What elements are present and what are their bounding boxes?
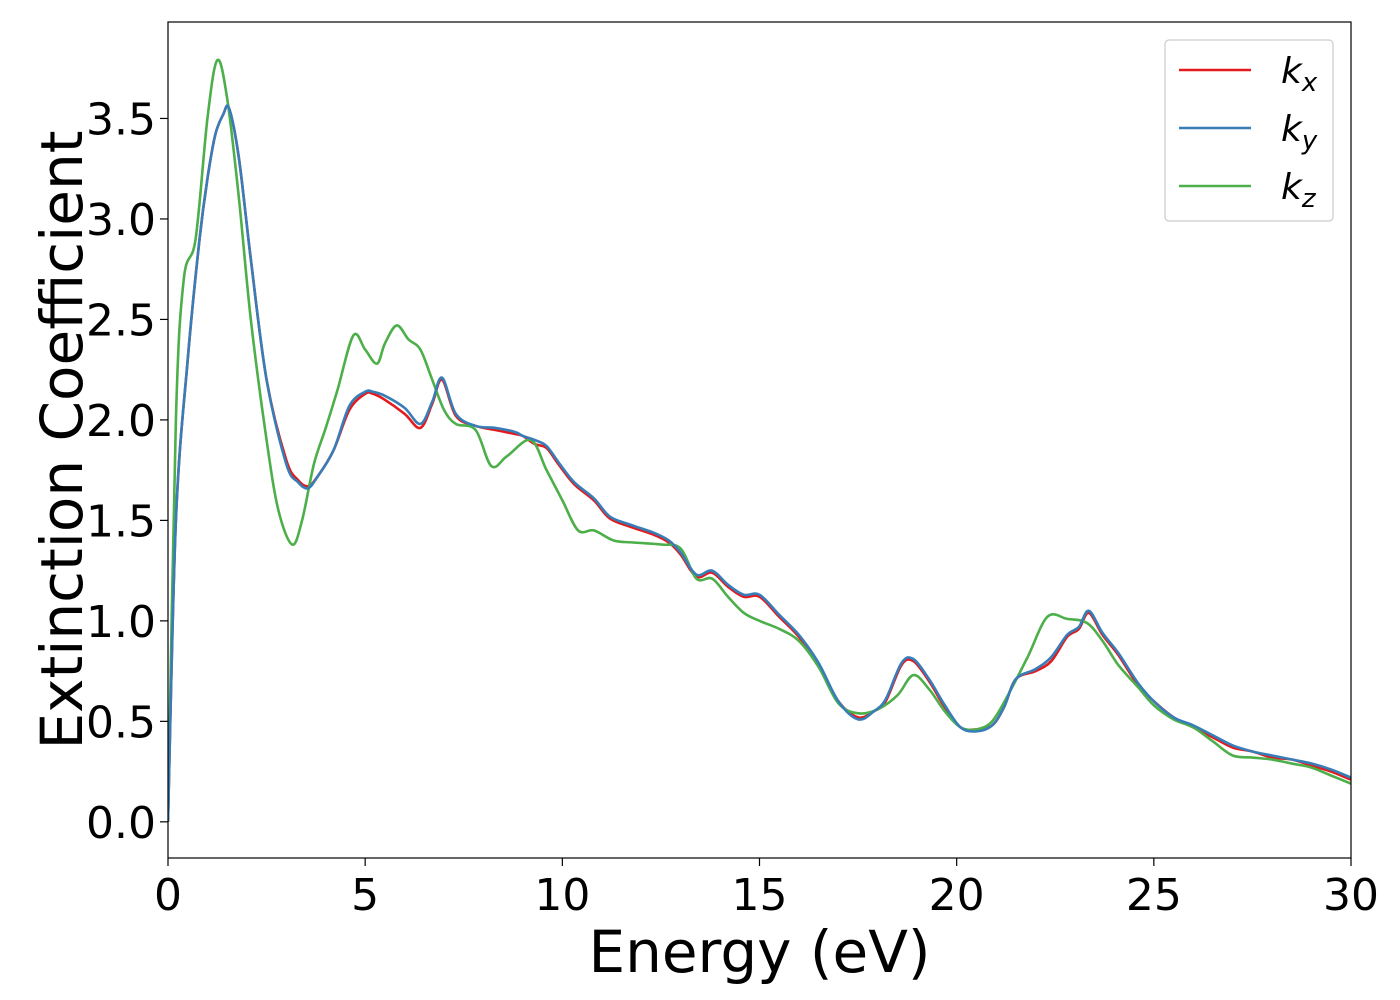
y-tick-label: 1.0 xyxy=(86,597,156,648)
x-tick-label: 20 xyxy=(929,870,985,921)
y-tick-label: 2.5 xyxy=(86,295,156,346)
x-axis: 0 5 10 15 20 25 30 xyxy=(154,858,1379,921)
x-tick-label: 30 xyxy=(1323,870,1379,921)
x-axis-label: Energy (eV) xyxy=(588,918,930,986)
y-tick-label: 2.0 xyxy=(86,396,156,447)
legend-label-main: k xyxy=(1281,167,1304,208)
legend-label-subscript: y xyxy=(1301,126,1318,156)
legend-label-kx: kx xyxy=(1281,51,1318,98)
x-tick-label: 10 xyxy=(534,870,590,921)
plot-lines xyxy=(168,58,1351,822)
legend-label-kz: kz xyxy=(1281,167,1317,214)
series-line-kz xyxy=(168,58,1351,822)
x-tick-label: 5 xyxy=(351,870,379,921)
y-axis-label: Extinction Coefficient xyxy=(28,131,96,750)
y-tick-label: 0.0 xyxy=(86,798,156,849)
legend-box xyxy=(1164,39,1334,222)
legend-label-ky: ky xyxy=(1281,109,1318,156)
legend-label-subscript: x xyxy=(1301,68,1318,98)
x-tick-label: 25 xyxy=(1126,870,1182,921)
y-tick-label: 0.5 xyxy=(86,697,156,748)
series-line-ky xyxy=(168,104,1351,822)
y-axis: 0.0 0.5 1.0 1.5 2.0 2.5 3.0 3.5 xyxy=(86,94,168,849)
y-tick-label: 3.0 xyxy=(86,195,156,246)
x-tick-label: 0 xyxy=(154,870,182,921)
y-tick-label: 3.5 xyxy=(86,94,156,145)
legend-label-main: k xyxy=(1281,109,1304,150)
y-tick-label: 1.5 xyxy=(86,496,156,547)
legend-label-subscript: z xyxy=(1301,184,1317,214)
legend-label-main: k xyxy=(1281,51,1304,92)
x-tick-label: 15 xyxy=(732,870,788,921)
